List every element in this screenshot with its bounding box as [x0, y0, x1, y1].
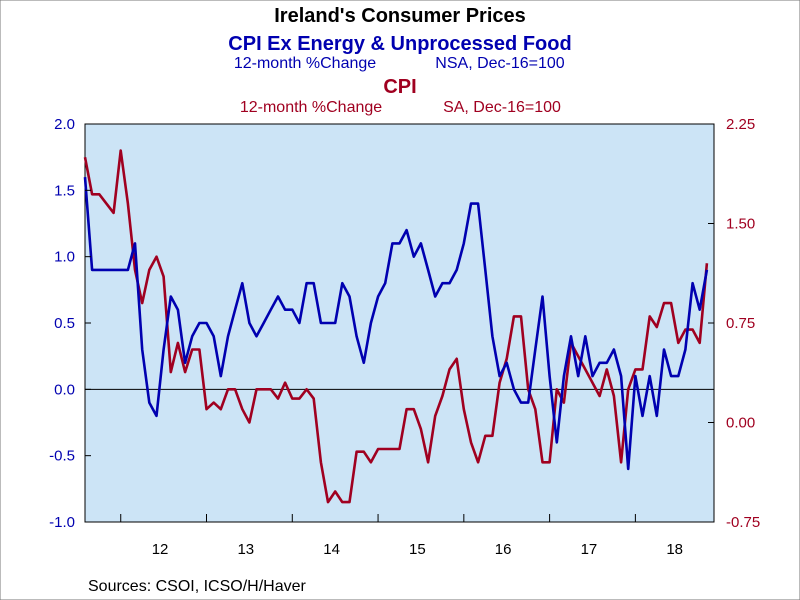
left-axis-tick-label: -1.0 [49, 514, 75, 531]
left-axis-tick-label: 2.0 [54, 116, 75, 133]
plot-area [84, 123, 715, 523]
right-axis-tick-label: 2.25 [726, 116, 755, 133]
series-2-subtitle-left: 12-month %Change [240, 99, 382, 116]
right-axis-tick-label: -0.75 [726, 514, 760, 531]
left-axis-tick-label: -0.5 [49, 448, 75, 465]
left-axis: 2.0 1.5 1.0 0.5 0.0 -0.5 -1.0 [49, 116, 91, 531]
chart-title: Ireland's Consumer Prices [274, 5, 526, 27]
left-axis-tick-label: 1.0 [54, 249, 75, 266]
right-axis: 2.25 1.50 0.75 0.00 -0.75 [708, 116, 760, 531]
series-line-cpi-ex-energy [83, 177, 709, 471]
x-axis-tick-label: 13 [237, 541, 254, 558]
source-note: Sources: CSOI, ICSO/H/Haver [88, 578, 307, 595]
x-axis: 12 13 14 15 16 17 18 [120, 514, 683, 558]
right-axis-tick-label: 1.50 [726, 216, 755, 233]
series-line-cpi [83, 149, 709, 504]
right-axis-tick-label: 0.00 [726, 415, 755, 432]
x-axis-tick-label: 17 [581, 541, 598, 558]
x-axis-tick-label: 12 [152, 541, 169, 558]
series-1-subtitle-left: 12-month %Change [234, 55, 376, 72]
right-axis-tick-label: 0.75 [726, 315, 755, 332]
series-2-title: CPI [383, 76, 416, 98]
series-layer [83, 149, 709, 504]
series-1-title: CPI Ex Energy & Unprocessed Food [228, 33, 571, 55]
series-1-subtitle-right: NSA, Dec-16=100 [435, 55, 565, 72]
x-axis-tick-label: 16 [495, 541, 512, 558]
left-axis-tick-label: 1.5 [54, 182, 75, 199]
left-axis-tick-label: 0.0 [54, 381, 75, 398]
left-axis-tick-label: 0.5 [54, 315, 75, 332]
series-2-subtitle-right: SA, Dec-16=100 [443, 99, 561, 116]
x-axis-tick-label: 14 [323, 541, 340, 558]
x-axis-tick-label: 18 [666, 541, 683, 558]
x-axis-tick-label: 15 [409, 541, 426, 558]
